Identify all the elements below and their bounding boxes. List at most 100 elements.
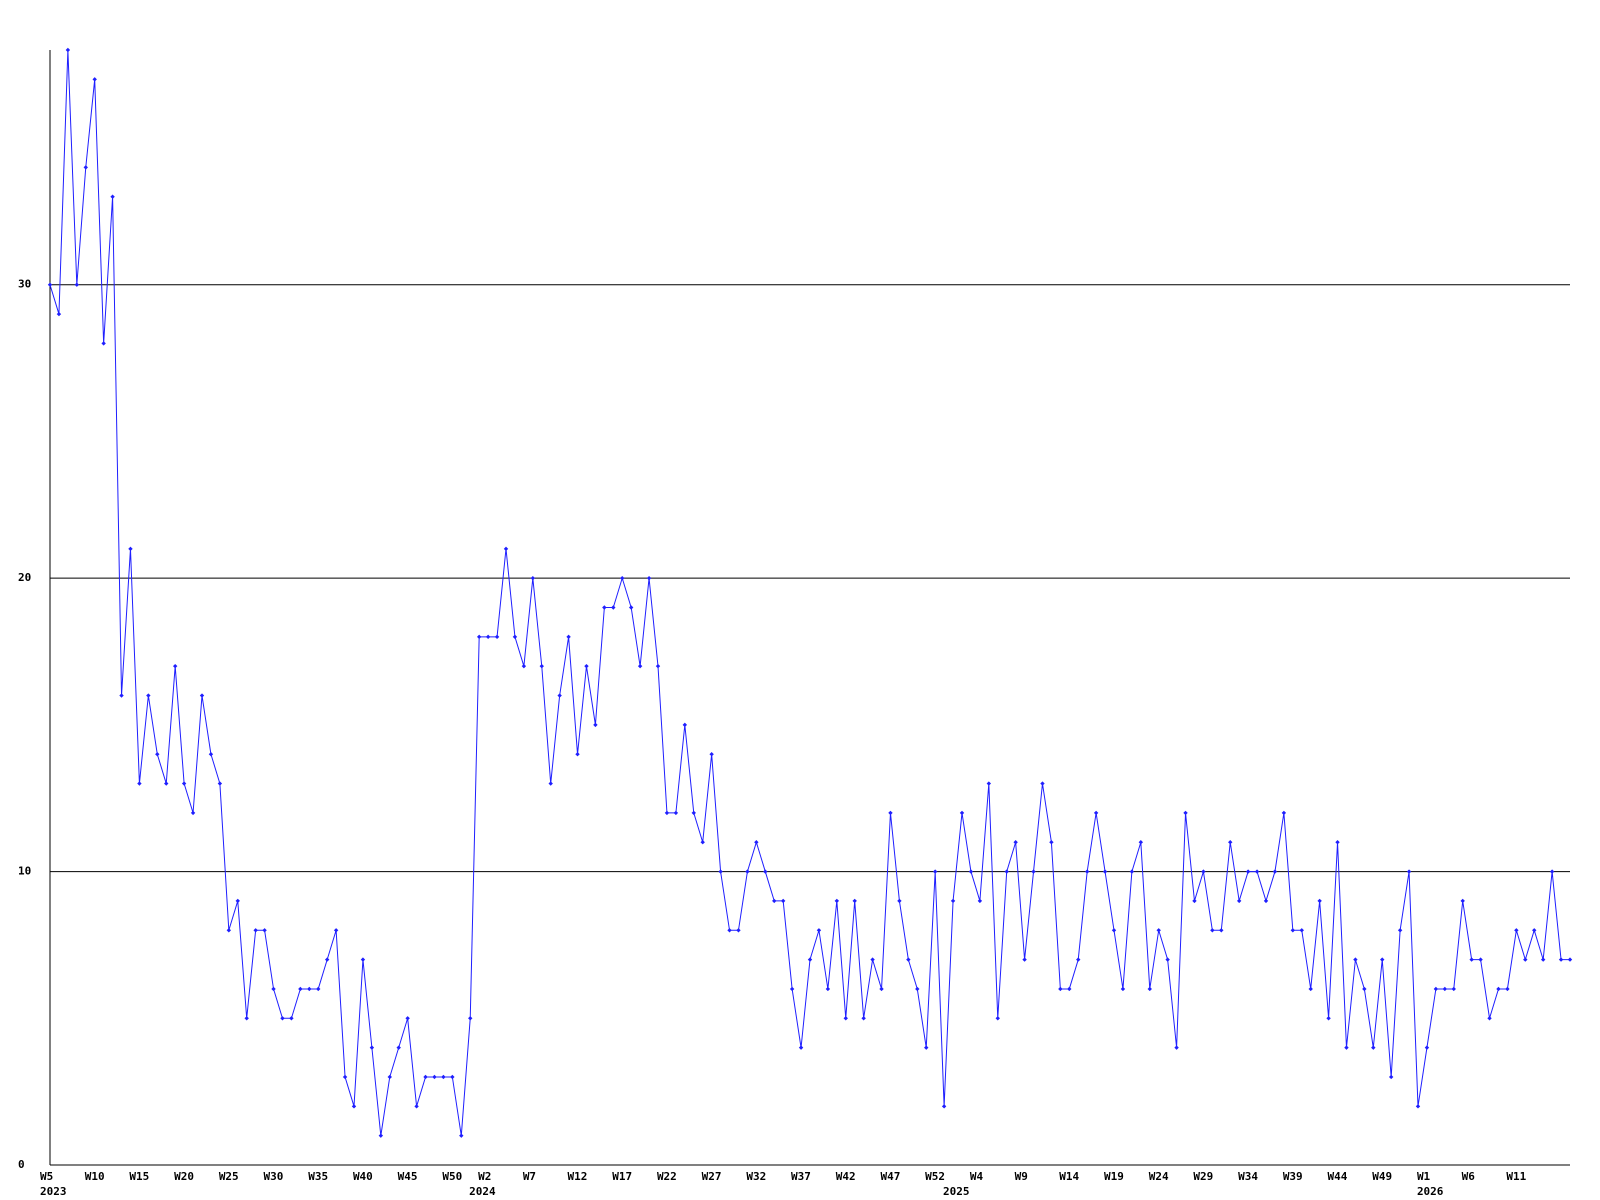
data-point xyxy=(611,605,616,610)
x-tick-label: W29 xyxy=(1193,1170,1213,1183)
x-tick-label: W37 xyxy=(791,1170,811,1183)
data-point xyxy=(494,634,500,640)
data-point xyxy=(1102,869,1108,874)
data-point xyxy=(172,663,178,669)
data-point xyxy=(1120,986,1126,992)
data-point xyxy=(879,986,884,992)
data-point xyxy=(155,752,160,757)
data-point xyxy=(825,986,831,992)
data-point xyxy=(700,840,705,845)
data-point xyxy=(1567,957,1573,962)
data-point xyxy=(843,1016,848,1021)
x-tick-label: W7 xyxy=(523,1170,536,1183)
data-point xyxy=(1505,986,1510,992)
data-point xyxy=(557,693,562,698)
data-point xyxy=(566,634,571,640)
data-point xyxy=(1299,928,1304,933)
data-point xyxy=(280,1016,285,1021)
data-point xyxy=(727,928,732,933)
x-tick-label: W4 xyxy=(970,1170,984,1183)
x-tick-label: W49 xyxy=(1372,1170,1392,1183)
data-point xyxy=(1558,957,1564,962)
x-tick-label: W14 xyxy=(1059,1170,1079,1183)
data-point xyxy=(441,1074,446,1080)
data-point xyxy=(1478,957,1483,962)
data-point xyxy=(664,810,670,816)
data-point xyxy=(1076,957,1081,962)
data-point xyxy=(620,575,625,581)
data-point xyxy=(1013,840,1018,845)
data-point xyxy=(1156,928,1161,933)
data-point xyxy=(897,898,902,904)
data-point xyxy=(959,810,965,816)
year-label: 2026 xyxy=(1417,1185,1444,1198)
data-point xyxy=(146,693,151,698)
x-tick-label: W47 xyxy=(880,1170,900,1183)
x-tick-label: W6 xyxy=(1462,1170,1476,1183)
data-point xyxy=(1380,957,1385,962)
data-point xyxy=(691,810,696,816)
data-point xyxy=(673,810,679,816)
x-tick-label: W52 xyxy=(925,1170,945,1183)
data-point xyxy=(709,752,714,757)
x-tick-label: W50 xyxy=(442,1170,462,1183)
data-point xyxy=(333,928,339,933)
data-point xyxy=(1093,810,1099,816)
data-point xyxy=(244,1016,249,1021)
data-point xyxy=(1496,986,1501,992)
data-point xyxy=(1219,928,1224,933)
y-tick-label: 10 xyxy=(18,865,31,878)
x-tick-label: W27 xyxy=(702,1170,722,1183)
data-point xyxy=(289,1016,294,1021)
data-point xyxy=(47,282,53,287)
data-point xyxy=(1371,1045,1376,1050)
data-point xyxy=(1424,1045,1430,1050)
data-point xyxy=(888,810,893,816)
data-point xyxy=(396,1045,401,1050)
x-tick-label: W15 xyxy=(129,1170,149,1183)
data-point xyxy=(253,928,258,933)
data-point xyxy=(137,781,142,786)
data-point xyxy=(1326,1016,1331,1021)
x-tick-label: W1 xyxy=(1417,1170,1431,1183)
data-point xyxy=(164,781,169,786)
x-tick-label: W9 xyxy=(1015,1170,1028,1183)
data-point xyxy=(637,663,643,669)
year-label: 2024 xyxy=(469,1185,496,1198)
year-label: 2025 xyxy=(943,1185,970,1198)
year-label: 2023 xyxy=(40,1185,67,1198)
data-point xyxy=(646,575,652,581)
data-point xyxy=(459,1133,464,1138)
data-point xyxy=(772,898,777,904)
data-point xyxy=(1335,840,1340,845)
data-point xyxy=(870,957,875,962)
data-point xyxy=(1245,869,1251,874)
data-point xyxy=(316,986,321,992)
data-point xyxy=(360,957,366,962)
data-point xyxy=(65,47,71,53)
data-point xyxy=(915,986,920,992)
data-point xyxy=(1406,869,1412,874)
data-point xyxy=(450,1074,455,1080)
data-point xyxy=(74,282,80,287)
data-point xyxy=(1514,928,1519,933)
data-point xyxy=(754,840,759,845)
data-point xyxy=(530,575,536,581)
data-point xyxy=(324,957,330,962)
data-point xyxy=(1433,986,1439,992)
data-point xyxy=(834,898,840,904)
data-point xyxy=(476,634,482,640)
data-point xyxy=(387,1074,392,1080)
data-point xyxy=(512,634,518,640)
data-line xyxy=(49,49,1570,1136)
y-tick-label: 30 xyxy=(18,278,31,291)
data-point xyxy=(1308,986,1313,992)
x-tick-label: W44 xyxy=(1328,1170,1348,1183)
x-tick-label: W32 xyxy=(746,1170,766,1183)
data-point xyxy=(1174,1045,1179,1050)
data-point xyxy=(1147,986,1152,992)
x-tick-label: W11 xyxy=(1506,1170,1526,1183)
x-tick-label: W39 xyxy=(1283,1170,1303,1183)
